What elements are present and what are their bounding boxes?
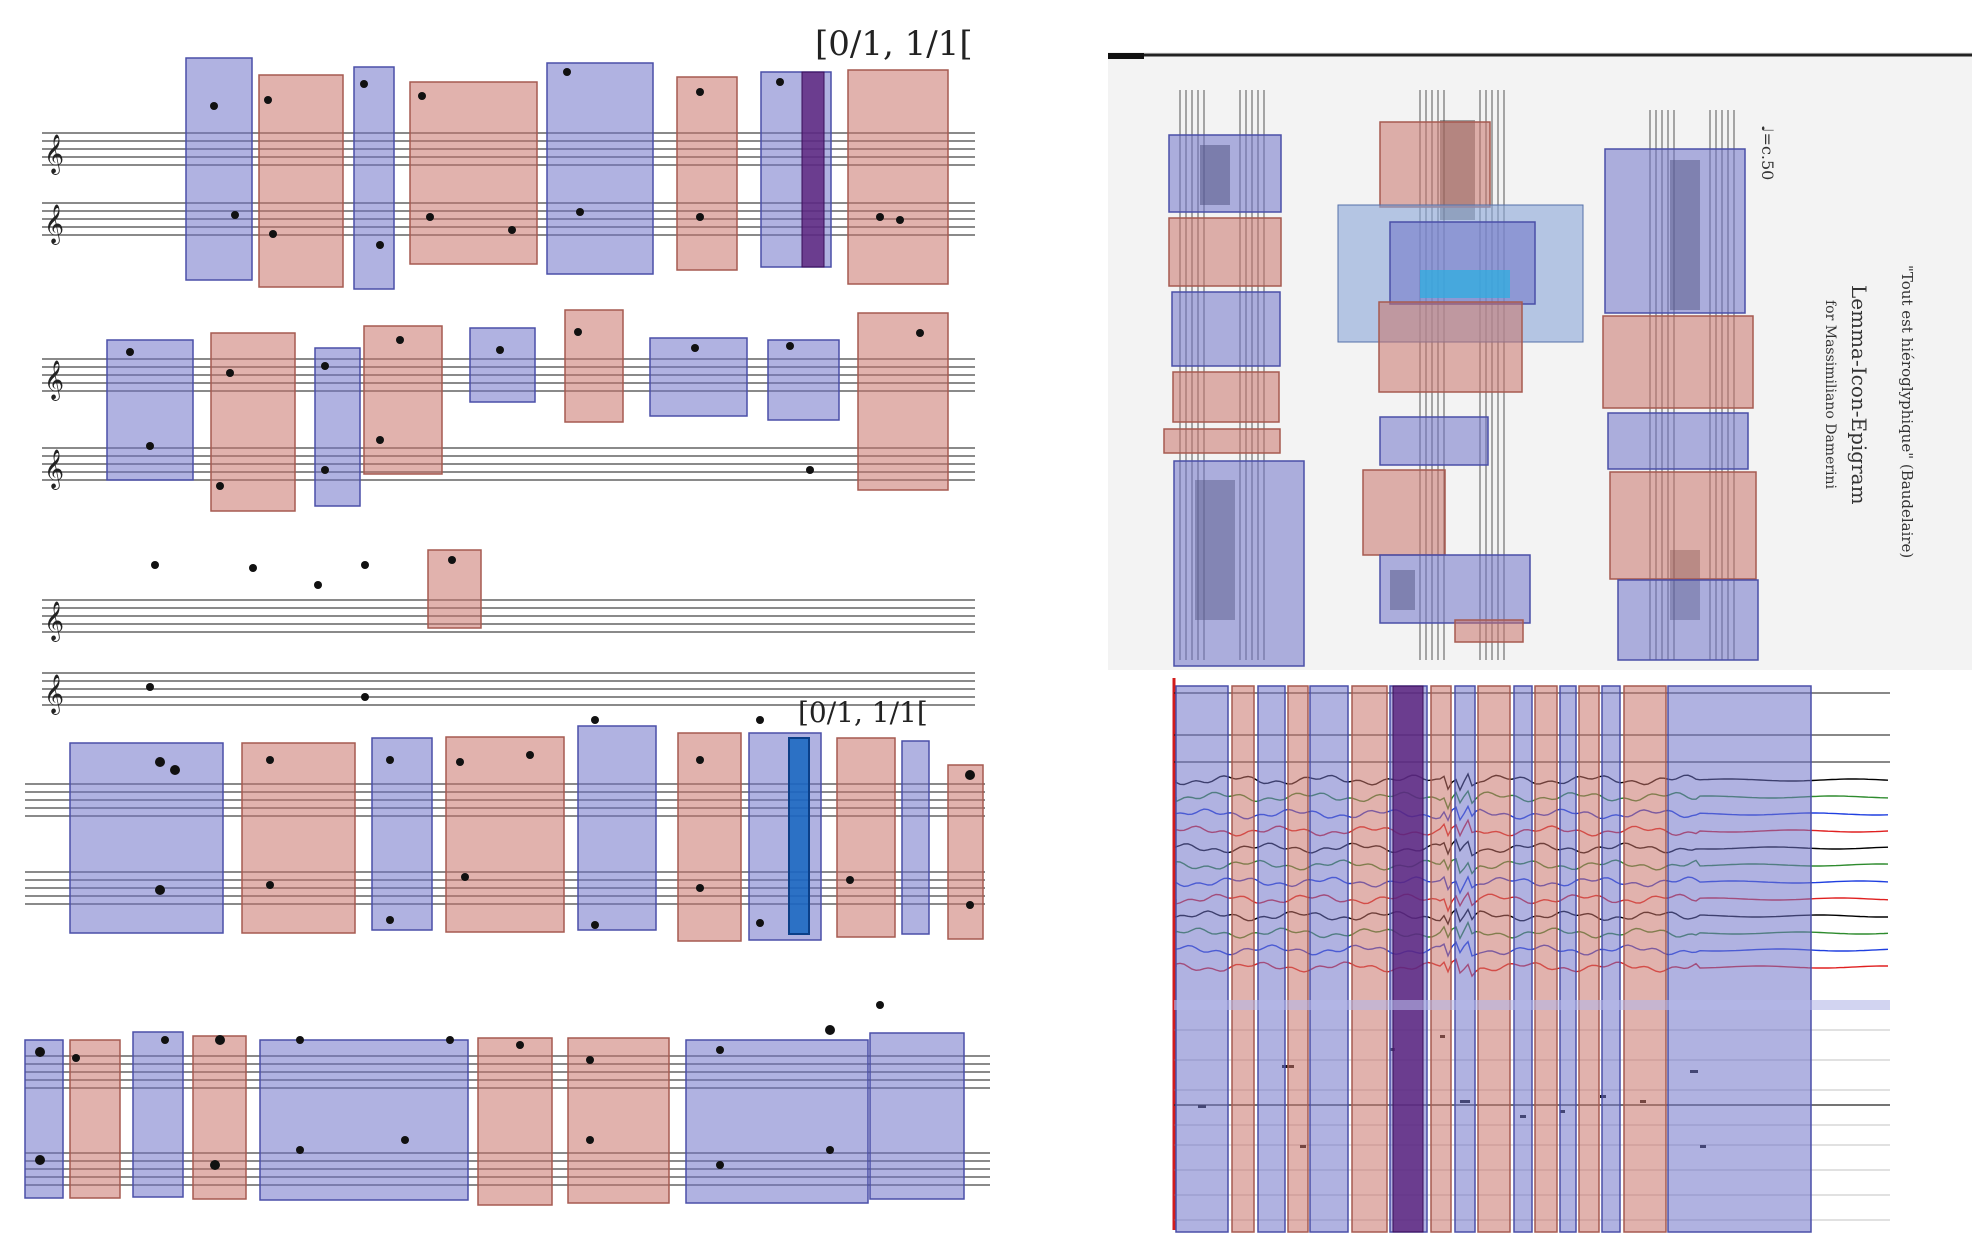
photo-detail (1420, 270, 1510, 298)
notes (126, 328, 924, 490)
score-system-3: 𝄞 𝄞 (42, 549, 975, 715)
score-system-5 (24, 1001, 990, 1206)
segment-overlay-blue (106, 339, 194, 481)
treble-clef-icon: 𝄞 (44, 449, 64, 490)
segment-overlay-red (676, 76, 738, 271)
segment-overlay-blue (1173, 460, 1305, 667)
segment-overlay-red (836, 737, 896, 938)
score-system-2: 𝄞 𝄞 (42, 309, 975, 512)
segment-overlay-blue (185, 57, 253, 281)
segment-overlay-blue (259, 1039, 469, 1201)
segment-overlay-red (241, 742, 356, 934)
score-dedication: for Massimiliano Damerini (1822, 300, 1838, 490)
staff-upper (42, 599, 975, 633)
segment-overlay-blue (748, 732, 822, 941)
segment-overlay-blue (1617, 579, 1759, 661)
selection-band (1174, 1000, 1890, 1010)
segment-overlay-blue (869, 1032, 965, 1200)
segment-overlay-blue (1604, 148, 1746, 314)
playhead-highlight (788, 737, 810, 935)
segment-overlay-blue (577, 725, 657, 931)
segment-overlay-red (847, 69, 949, 285)
segment-overlay-blue (546, 62, 654, 275)
right-bottom-signal-panel (1170, 678, 1890, 1240)
segment-overlay-red (677, 732, 742, 942)
segment-overlay-red (1454, 619, 1524, 643)
segment-overlay-red (1362, 469, 1446, 556)
score-system-1: 𝄞 𝄞 (42, 57, 975, 290)
segment-overlay-red (1168, 217, 1282, 287)
segment-overlay-red (1172, 371, 1280, 423)
signal-segment-overlays (1175, 685, 1812, 1233)
segment-overlay-red (1379, 121, 1491, 208)
segment-overlay-red (564, 309, 624, 423)
tempo-marking: ♩=c.50 (1758, 125, 1777, 180)
playhead-highlight (801, 71, 825, 268)
segment-overlay-red (567, 1037, 670, 1204)
segment-overlay-red (258, 74, 344, 288)
segment-overlay-blue (649, 337, 748, 417)
segment-overlay-blue (69, 742, 224, 934)
segment-overlay-red (69, 1039, 121, 1199)
segment-overlay-blue (353, 66, 395, 290)
segment-overlay-red (192, 1035, 247, 1200)
segment-overlay-blue (1607, 412, 1749, 470)
treble-clef-icon: 𝄞 (44, 204, 64, 245)
segment-overlay-red (363, 325, 443, 475)
segment-overlay-blue (132, 1031, 184, 1198)
segment-overlay-red (947, 764, 984, 940)
segment-overlay-red (857, 312, 949, 491)
treble-clef-icon: 𝄞 (44, 134, 64, 175)
segment-overlay-blue (371, 737, 433, 931)
segment-overlay-blue (24, 1039, 64, 1199)
notes (210, 68, 904, 249)
notes (35, 1001, 884, 1170)
segment-overlay-red (477, 1037, 553, 1206)
segment-overlay-blue (1168, 134, 1282, 213)
segment-overlay-blue (901, 740, 930, 935)
segment-overlay-red (409, 81, 538, 265)
staff-lower (42, 447, 975, 481)
segment-overlay-blue (1379, 554, 1531, 624)
segment-overlay-blue (767, 339, 840, 421)
segment-overlay-blue (314, 347, 361, 507)
segment-overlay-red (1609, 471, 1757, 580)
segment-overlay-red (1163, 428, 1281, 454)
segment-overlay-red (1378, 301, 1523, 393)
score-system-4 (25, 716, 985, 942)
time-label-middle: [0/1, 1/1[ (798, 696, 928, 729)
left-score-panel: [0/1, 1/1[ 𝄞 𝄞 (24, 24, 990, 1206)
treble-clef-icon: 𝄞 (44, 674, 64, 715)
right-top-score-page: "Tout est hiéroglyphique" (Baudelaire) L… (1108, 52, 1972, 670)
time-label-top: [0/1, 1/1[ (815, 24, 973, 64)
score-title: Lemma-Icon-Epigram (1847, 285, 1871, 505)
treble-clef-icon: 𝄞 (44, 601, 64, 642)
segment-overlay-blue (1171, 291, 1281, 367)
notes (146, 556, 456, 701)
playhead-highlight (1392, 685, 1424, 1233)
notes (155, 716, 975, 929)
segment-overlay-red (210, 332, 296, 512)
score-epigraph: "Tout est hiéroglyphique" (Baudelaire) (1898, 265, 1916, 558)
segment-overlay-red (445, 736, 565, 933)
segment-overlay-blue (469, 327, 536, 403)
staff-lower (42, 672, 975, 706)
segment-overlay-blue (685, 1039, 869, 1204)
segment-overlay-red (1602, 315, 1754, 409)
segment-overlay-blue (1379, 416, 1489, 466)
treble-clef-icon: 𝄞 (44, 360, 64, 401)
